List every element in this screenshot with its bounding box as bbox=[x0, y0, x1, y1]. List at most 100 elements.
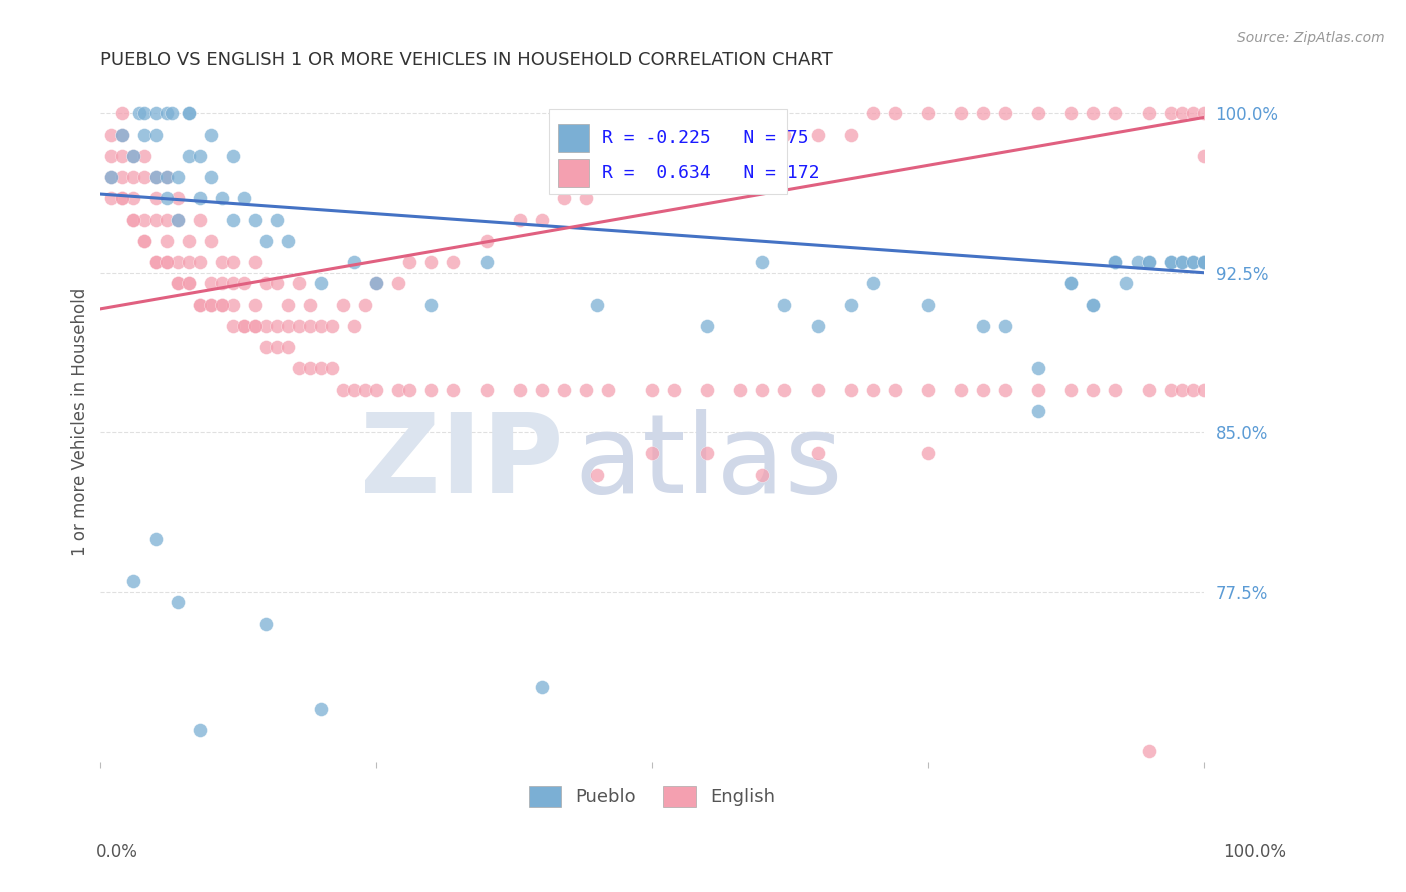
Point bbox=[773, 128, 796, 142]
Point bbox=[100, 128, 122, 142]
Point bbox=[1026, 383, 1049, 397]
Point bbox=[277, 318, 299, 333]
Point bbox=[155, 169, 177, 184]
Text: atlas: atlas bbox=[575, 409, 844, 516]
Point bbox=[243, 297, 266, 311]
Point bbox=[1192, 255, 1215, 269]
Point bbox=[111, 191, 134, 205]
Point bbox=[696, 149, 718, 163]
Point bbox=[420, 255, 443, 269]
Point bbox=[155, 255, 177, 269]
Point bbox=[509, 212, 531, 227]
Point bbox=[343, 255, 366, 269]
Point bbox=[298, 318, 321, 333]
FancyBboxPatch shape bbox=[558, 159, 589, 187]
Point bbox=[160, 106, 183, 120]
Point bbox=[1060, 106, 1083, 120]
Point bbox=[917, 383, 939, 397]
Point bbox=[530, 212, 553, 227]
Point bbox=[398, 255, 420, 269]
Text: R = -0.225   N = 75: R = -0.225 N = 75 bbox=[602, 128, 808, 147]
Point bbox=[441, 255, 464, 269]
Point bbox=[309, 318, 332, 333]
Point bbox=[155, 106, 177, 120]
Point bbox=[166, 595, 188, 609]
Point bbox=[662, 169, 685, 184]
Point bbox=[1192, 255, 1215, 269]
Point bbox=[122, 191, 145, 205]
Point bbox=[1160, 255, 1182, 269]
Point bbox=[917, 446, 939, 460]
Point bbox=[100, 169, 122, 184]
Point bbox=[1170, 255, 1192, 269]
Point bbox=[883, 106, 905, 120]
Point bbox=[254, 277, 277, 291]
Point bbox=[751, 255, 773, 269]
Point bbox=[321, 361, 343, 376]
Point bbox=[773, 297, 796, 311]
Point bbox=[188, 297, 211, 311]
Point bbox=[166, 212, 188, 227]
Point bbox=[1181, 255, 1204, 269]
Point bbox=[100, 191, 122, 205]
Point bbox=[122, 574, 145, 588]
Point bbox=[266, 340, 288, 354]
Point bbox=[387, 383, 409, 397]
Point bbox=[232, 318, 254, 333]
Point bbox=[111, 169, 134, 184]
Point bbox=[751, 467, 773, 482]
Point bbox=[166, 277, 188, 291]
Point bbox=[232, 318, 254, 333]
Point bbox=[641, 383, 664, 397]
Point bbox=[222, 297, 245, 311]
Point bbox=[100, 169, 122, 184]
Point bbox=[166, 191, 188, 205]
Point bbox=[475, 234, 498, 248]
Point bbox=[200, 277, 222, 291]
Point bbox=[188, 255, 211, 269]
Point bbox=[641, 169, 664, 184]
Point bbox=[806, 318, 828, 333]
Point bbox=[586, 297, 609, 311]
Point bbox=[839, 297, 862, 311]
Point bbox=[298, 361, 321, 376]
Text: ZIP: ZIP bbox=[360, 409, 564, 516]
Point bbox=[949, 383, 972, 397]
Point bbox=[145, 169, 167, 184]
Point bbox=[122, 212, 145, 227]
Point bbox=[420, 383, 443, 397]
Point bbox=[1026, 404, 1049, 418]
Point bbox=[211, 255, 233, 269]
Point bbox=[862, 106, 884, 120]
Point bbox=[1170, 383, 1192, 397]
Point bbox=[177, 255, 200, 269]
Point bbox=[166, 277, 188, 291]
Point bbox=[177, 149, 200, 163]
Point bbox=[243, 318, 266, 333]
Point bbox=[277, 340, 299, 354]
Point bbox=[1181, 255, 1204, 269]
Point bbox=[188, 723, 211, 737]
Point bbox=[751, 149, 773, 163]
Point bbox=[277, 297, 299, 311]
Point bbox=[354, 383, 377, 397]
Point bbox=[177, 234, 200, 248]
Point bbox=[586, 467, 609, 482]
Point bbox=[166, 212, 188, 227]
Point bbox=[111, 128, 134, 142]
Point bbox=[1026, 361, 1049, 376]
Point bbox=[1126, 255, 1149, 269]
Point bbox=[222, 212, 245, 227]
Point bbox=[155, 191, 177, 205]
Point bbox=[111, 106, 134, 120]
Point bbox=[122, 212, 145, 227]
Point bbox=[1137, 255, 1160, 269]
Point bbox=[188, 212, 211, 227]
Point bbox=[1104, 255, 1126, 269]
Point bbox=[177, 277, 200, 291]
Point bbox=[475, 255, 498, 269]
Point bbox=[575, 383, 598, 397]
Point bbox=[111, 149, 134, 163]
Point bbox=[972, 106, 994, 120]
Point bbox=[254, 234, 277, 248]
